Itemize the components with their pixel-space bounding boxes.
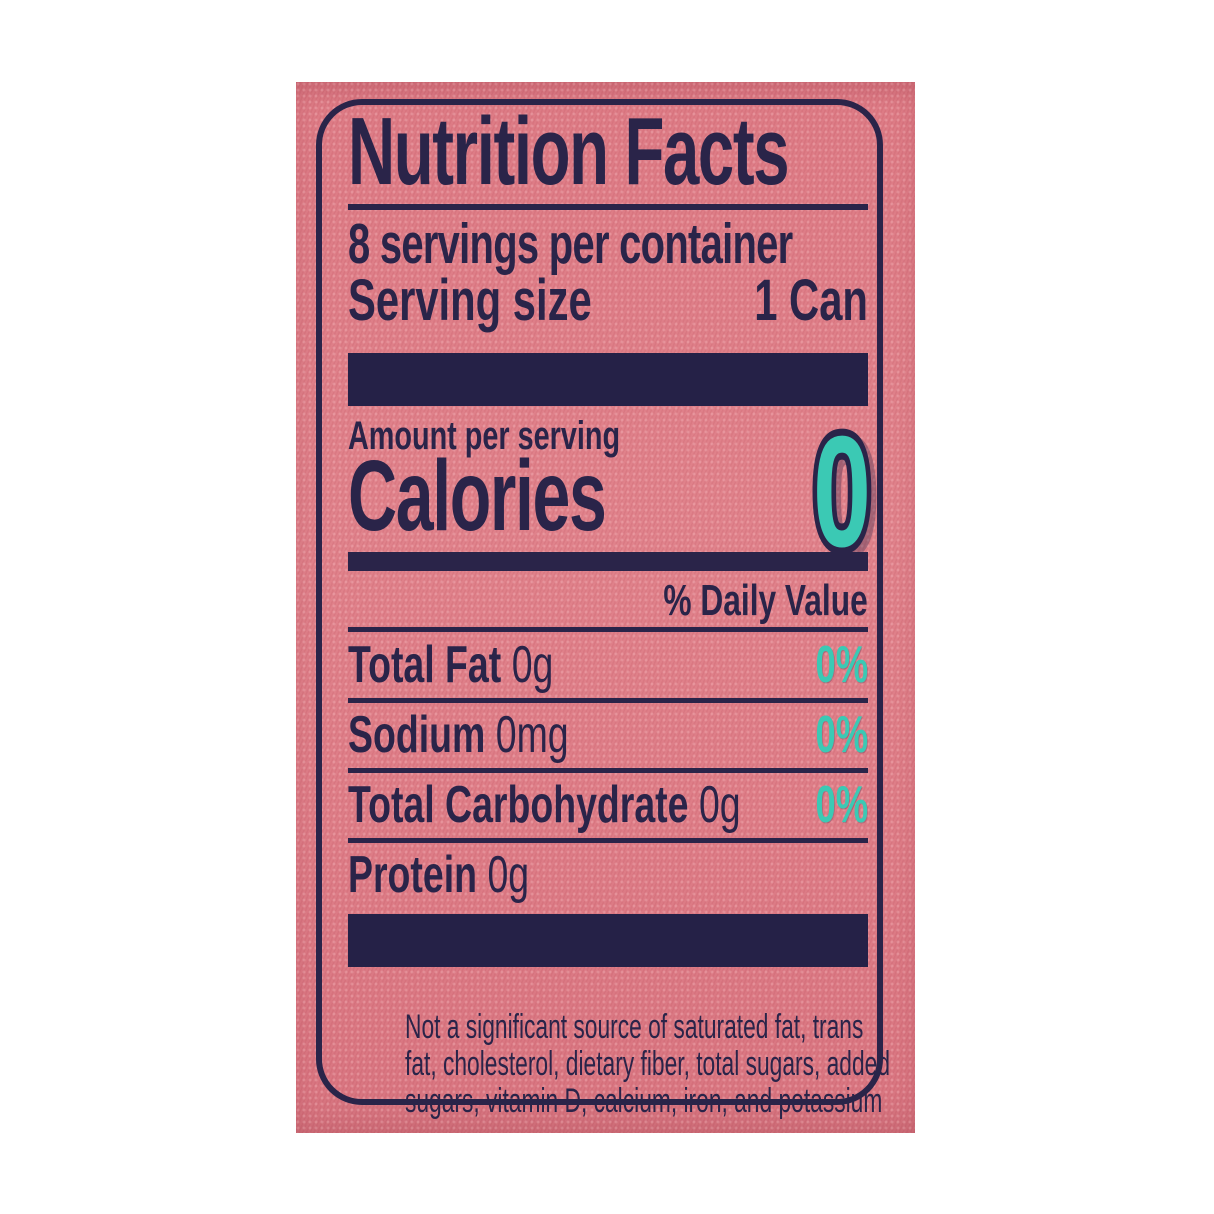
nutrient-name: Total Fat xyxy=(348,636,502,694)
servings-per-container-text: 8 servings per container xyxy=(348,212,793,276)
footnote: Not a significant source of saturated fa… xyxy=(348,972,1129,1157)
calories-value-badge: 0 0 xyxy=(807,399,881,591)
nutrient-row-protein: Protein 0g xyxy=(348,848,868,902)
nutrient-amount: 0g xyxy=(487,846,530,904)
nutrient-name-amount: Protein 0g xyxy=(348,848,529,902)
nutrition-facts-panel xyxy=(316,99,883,1105)
nutrient-row-sodium: Sodium 0mg 0% xyxy=(348,708,868,762)
serving-size-value: 1 Can xyxy=(754,268,868,333)
thick-separator-bar-top xyxy=(348,353,868,406)
nutrient-amount: 0g xyxy=(698,776,741,834)
row-divider xyxy=(348,627,868,632)
nutrient-daily-value: 0% xyxy=(815,776,868,834)
nutrient-name-amount: Total Fat 0g xyxy=(348,638,553,692)
daily-value-header-row: % Daily Value xyxy=(348,576,868,625)
amount-per-serving-text: Amount per serving xyxy=(348,414,621,458)
nutrition-facts-title: Nutrition Facts xyxy=(348,104,995,200)
medium-separator-bar xyxy=(348,552,868,571)
nutrient-name-amount: Sodium 0mg xyxy=(348,708,569,762)
amount-per-serving-label: Amount per serving xyxy=(348,416,726,456)
nutrient-amount: 0mg xyxy=(495,706,569,764)
nutrient-name: Sodium xyxy=(348,706,486,764)
nutrient-daily-value: 0% xyxy=(815,706,868,764)
servings-per-container: 8 servings per container xyxy=(348,216,983,273)
title-divider xyxy=(348,204,868,210)
nutrition-facts-title-text: Nutrition Facts xyxy=(348,98,790,205)
product-label-photo: Nutrition Facts 8 servings per container… xyxy=(296,82,915,1133)
thick-separator-bar-bottom xyxy=(348,914,868,967)
row-divider xyxy=(348,698,868,703)
nutrient-name-amount: Total Carbohydrate 0g xyxy=(348,778,741,832)
row-divider xyxy=(348,768,868,773)
nutrient-row-total-fat: Total Fat 0g 0% xyxy=(348,638,868,692)
serving-size-row: Serving size 1 Can xyxy=(348,272,868,330)
calories-label-text: Calories xyxy=(348,440,607,552)
nutrient-amount: 0g xyxy=(511,636,554,694)
nutrient-name: Total Carbohydrate xyxy=(348,776,689,834)
serving-size-label: Serving size xyxy=(348,268,592,333)
daily-value-header: % Daily Value xyxy=(663,576,868,625)
nutrient-row-total-carbohydrate: Total Carbohydrate 0g 0% xyxy=(348,778,868,832)
calories-label: Calories xyxy=(348,446,727,546)
row-divider xyxy=(348,838,868,843)
nutrient-name: Protein xyxy=(348,846,477,904)
footnote-text: Not a significant source of saturated fa… xyxy=(404,1008,890,1120)
nutrient-daily-value: 0% xyxy=(815,636,868,694)
